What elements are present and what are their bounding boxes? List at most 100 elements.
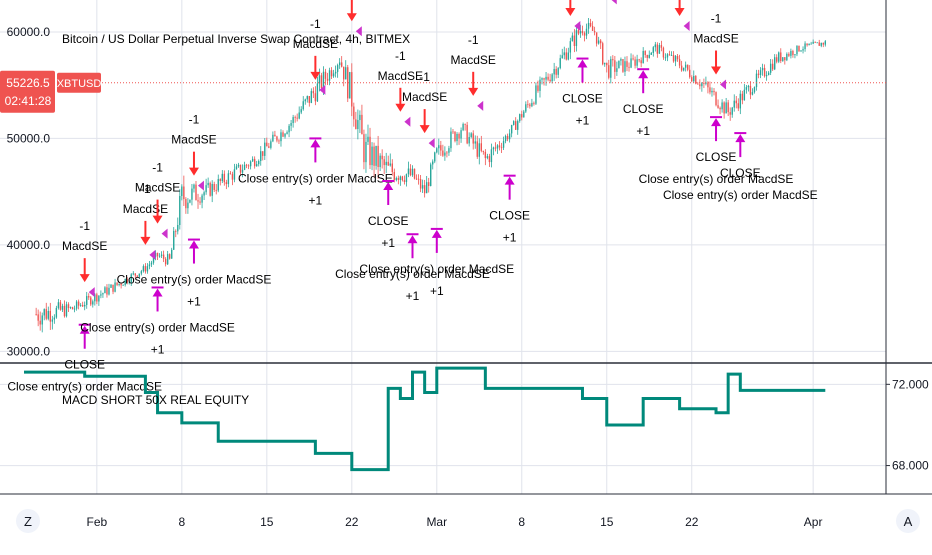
exit-label-top: Close entry(s) order MacdSE: [238, 171, 393, 185]
candle: [171, 247, 173, 259]
candle: [634, 56, 636, 69]
candle-body: [559, 58, 561, 69]
candle: [492, 146, 495, 156]
candle: [741, 90, 744, 105]
candle-body: [296, 117, 298, 119]
candle: [529, 102, 531, 109]
short-entry-marker[interactable]: MacdSE-1: [329, 0, 374, 37]
candle-body: [741, 93, 744, 101]
candle-body: [166, 254, 169, 265]
candle: [148, 261, 151, 270]
short-exit-marker[interactable]: Close entry(s) order MacdSE +1: [238, 137, 393, 207]
short-entry-marker[interactable]: MacdSE-1: [293, 17, 338, 95]
candle: [124, 278, 126, 287]
short-exit-marker[interactable]: CLOSE +1: [368, 180, 409, 250]
candle-body: [138, 273, 141, 277]
short-entry-marker[interactable]: MacdSE-1: [62, 219, 107, 298]
candle-body: [312, 91, 315, 94]
candle-body: [185, 199, 187, 209]
candle-body: [456, 133, 458, 142]
candle-body: [199, 201, 201, 203]
candle-body: [427, 182, 430, 187]
candle-body: [765, 75, 768, 77]
candle: [502, 136, 505, 150]
log-scale-button[interactable]: Z: [16, 509, 40, 533]
short-entry-marker[interactable]: MacdSE-1: [548, 0, 593, 31]
candle: [168, 253, 171, 260]
candle: [699, 79, 701, 90]
equity-axis[interactable]: 72.000 68.000: [886, 377, 929, 473]
candle-body: [508, 133, 511, 140]
time-axis[interactable]: Feb 8 15 22 Mar 8 15 22 Apr: [87, 515, 823, 529]
auto-scale-button[interactable]: A: [896, 509, 920, 533]
entry-arrow-head: [711, 66, 722, 75]
candle: [343, 66, 345, 87]
short-entry-marker[interactable]: MacdSE-1: [584, 0, 629, 5]
short-entry-marker[interactable]: MacdSE-1: [657, 0, 702, 31]
short-exit-marker[interactable]: Close entry(s) order MacdSE +1: [80, 286, 235, 356]
candle: [798, 45, 800, 52]
short-entry-marker[interactable]: MacdSE-1: [402, 70, 447, 149]
candle-body: [737, 103, 739, 109]
candle: [118, 283, 120, 287]
candle-body: [258, 161, 260, 165]
candle-body: [243, 164, 246, 170]
candle: [729, 107, 731, 121]
candle-body: [796, 45, 798, 55]
short-entry-marker[interactable]: MacdSE-1: [135, 161, 180, 239]
candle-body: [96, 294, 98, 302]
candle-body: [134, 273, 136, 276]
entry-arrow-head: [79, 274, 90, 283]
candle: [395, 176, 398, 182]
candle-body: [535, 85, 537, 104]
candle-body: [450, 131, 452, 149]
candle-body: [397, 178, 400, 180]
candle-body: [175, 230, 177, 232]
exit-label-top: Close entry(s) order MacdSE: [335, 267, 490, 281]
candle: [747, 84, 750, 92]
candle-body: [703, 83, 705, 84]
candle: [361, 104, 363, 135]
candle: [571, 32, 574, 42]
candle-body: [561, 55, 563, 59]
candle: [686, 64, 689, 72]
candle: [575, 27, 578, 52]
candle: [812, 39, 814, 44]
candle: [405, 173, 408, 187]
price-axis[interactable]: 60000.0 50000.0 40000.0 30000.0: [7, 25, 51, 358]
short-entry-marker[interactable]: MacdSE-1: [378, 49, 423, 127]
candle-body: [798, 45, 800, 52]
short-exit-marker[interactable]: CLOSE +1: [623, 68, 664, 138]
candle-body: [162, 254, 165, 259]
short-exit-marker[interactable]: Close entry(s) order MacdSE +1: [117, 238, 272, 309]
candle-body: [106, 287, 108, 295]
candle: [415, 174, 418, 181]
short-entry-marker[interactable]: MacdSE-1: [171, 113, 217, 191]
candle-body: [86, 296, 88, 305]
candle-body: [769, 63, 772, 73]
short-exit-marker[interactable]: CLOSE +1: [489, 174, 530, 245]
short-entry-marker[interactable]: MacdSE-1: [451, 33, 496, 111]
candle-body: [597, 40, 600, 44]
candle-body: [203, 192, 205, 196]
candle: [427, 177, 430, 193]
candle: [73, 305, 76, 313]
candle: [385, 152, 387, 174]
candle-body: [761, 67, 764, 71]
exit-label-bottom: Close entry(s) order MacdSE: [663, 188, 818, 202]
short-exit-marker[interactable]: CLOSE +1: [562, 57, 603, 128]
candle-body: [454, 131, 456, 142]
candle: [383, 155, 385, 175]
candle-body: [551, 74, 553, 82]
short-exit-marker[interactable]: Close entry(s) order MacdSE +1: [359, 227, 514, 298]
candle: [784, 57, 786, 65]
short-exit-marker[interactable]: Close entry(s) order MacdSE +1: [335, 233, 490, 303]
short-entry-marker[interactable]: MacdSE-1: [693, 12, 739, 90]
candle: [160, 251, 163, 259]
candle-body: [39, 320, 41, 325]
